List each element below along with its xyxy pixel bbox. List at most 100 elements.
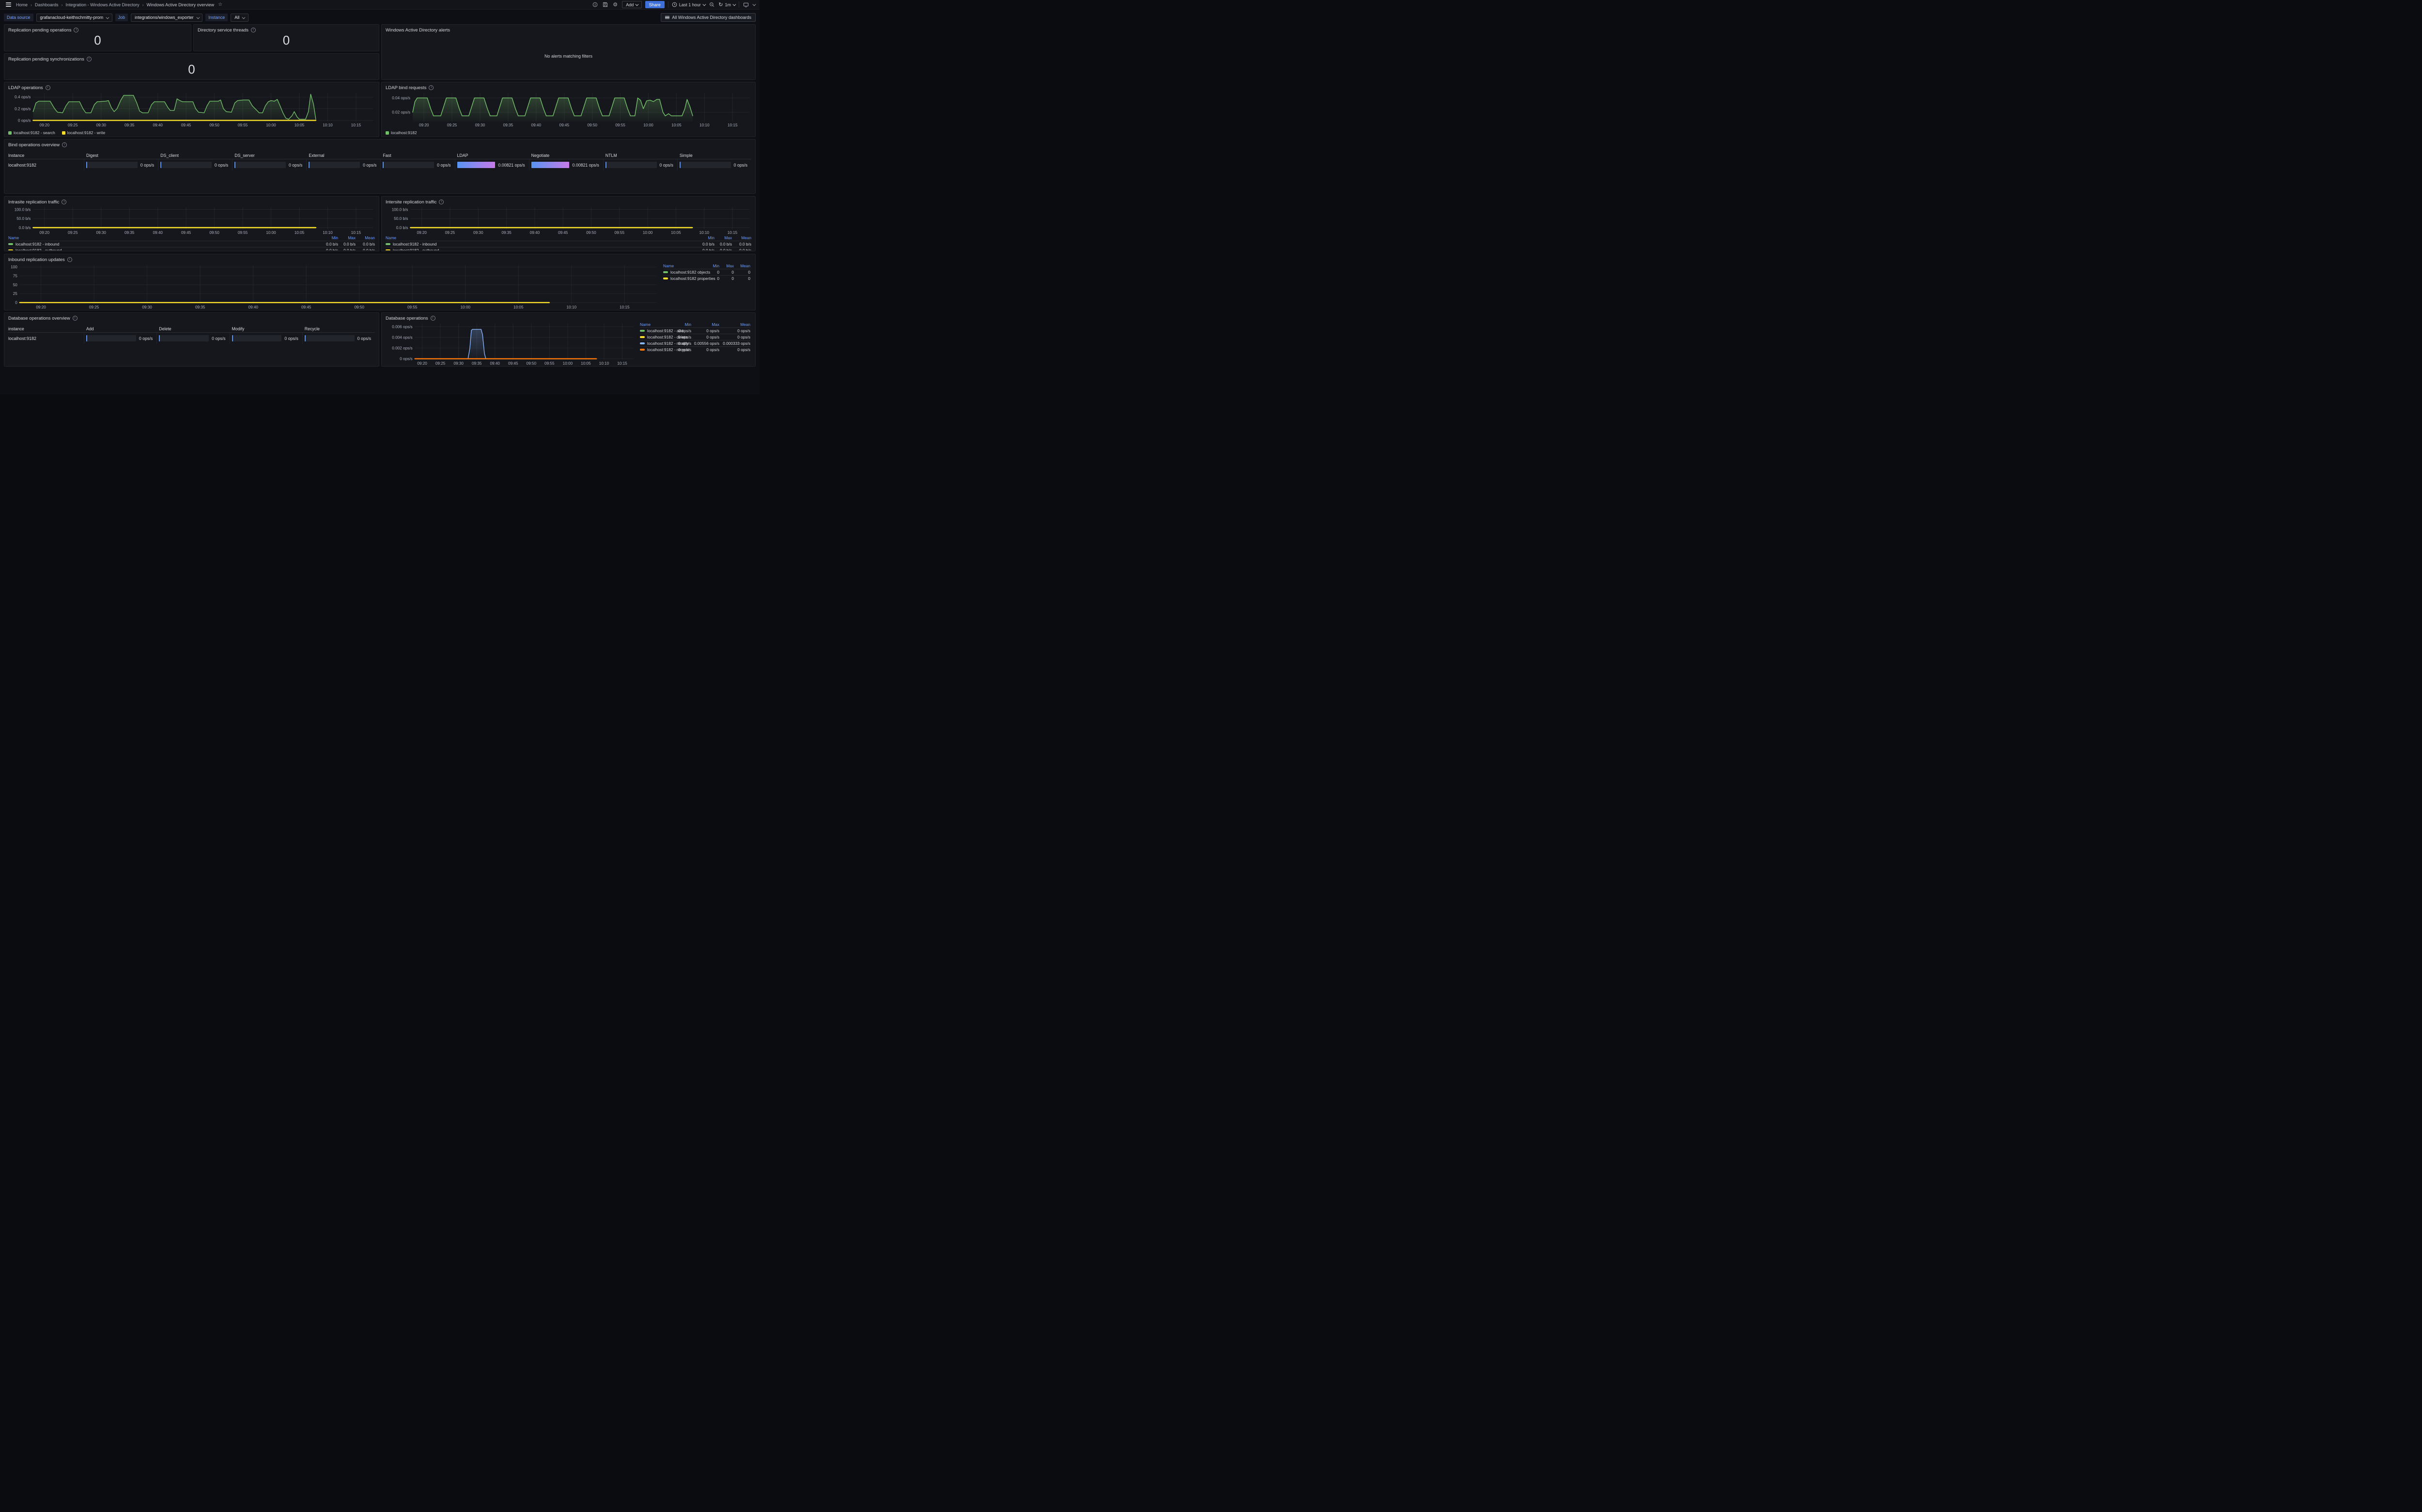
legend-col-max[interactable]: Max xyxy=(726,263,734,268)
breadcrumb-home[interactable]: Home xyxy=(16,2,28,7)
legend-col-mean[interactable]: Mean xyxy=(365,235,375,240)
legend-col-max[interactable]: Max xyxy=(348,235,356,240)
ldap-operations-chart[interactable]: 09:20 09:25 09:30 09:35 09:40 09:45 09:50 09:55… xyxy=(8,90,376,128)
intersite-replication-chart[interactable]: 09:20 09:25 09:30 09:35 09:40 09:45 09:50 09:55… xyxy=(386,204,752,235)
legend-item[interactable]: localhost:9182 xyxy=(386,130,417,135)
legend-table-row[interactable]: localhost:9182 - outbound 0.0 b/s 0.0 b/s 0… xyxy=(386,247,751,250)
column-header[interactable]: LDAP xyxy=(457,153,468,158)
legend-table-row[interactable]: localhost:9182 - add 0 ops/s 0 ops/s 0 ops/… xyxy=(640,327,750,334)
gauge-cell-delete: 0 ops/s xyxy=(156,333,229,344)
job-select[interactable]: integrations/windows_exporter xyxy=(131,13,203,22)
column-header[interactable]: Negotiate xyxy=(531,153,550,158)
legend-col-name[interactable]: Name xyxy=(663,263,674,268)
legend-table-row[interactable]: localhost:9182 objects 0 0 0 xyxy=(663,269,750,275)
svg-text:09:30: 09:30 xyxy=(473,231,483,235)
info-icon[interactable] xyxy=(67,257,72,262)
column-header[interactable]: Delete xyxy=(159,326,171,331)
info-icon[interactable] xyxy=(74,28,79,32)
info-icon[interactable] xyxy=(251,28,256,32)
svg-text:50.0 b/s: 50.0 b/s xyxy=(16,216,31,221)
database-operations-chart[interactable]: 09:20 09:25 09:30 09:35 09:40 09:45 09:50 09:55… xyxy=(386,321,636,366)
ldap-bind-requests-chart[interactable]: 09:20 09:25 09:30 09:35 09:40 09:45 09:50 09:55… xyxy=(386,90,752,128)
panel-title[interactable]: Replication pending operations xyxy=(8,27,72,33)
legend-table-row[interactable]: localhost:9182 properties 0 0 0 xyxy=(663,275,750,281)
legend-table-row[interactable]: localhost:9182 - inbound 0.0 b/s 0.0 b/s 0.… xyxy=(386,241,751,247)
column-header[interactable]: Simple xyxy=(679,153,693,158)
gauge-cell-external: 0 ops/s xyxy=(306,159,380,170)
datasource-select[interactable]: grafanacloud-keithschmitty-prom xyxy=(36,13,112,22)
column-header[interactable]: DS_client xyxy=(160,153,179,158)
legend-col-mean[interactable]: Mean xyxy=(741,235,751,240)
legend-table-row[interactable]: localhost:9182 - recycle 0 ops/s 0 ops/s 0 … xyxy=(640,346,750,353)
legend-table-row[interactable]: localhost:9182 - inbound 0.0 b/s 0.0 b/s 0.… xyxy=(8,241,375,247)
panel-title[interactable]: Database operations xyxy=(386,315,428,321)
info-icon[interactable] xyxy=(45,85,50,90)
legend-col-name[interactable]: Name xyxy=(640,322,651,327)
chevron-down-icon[interactable] xyxy=(752,2,756,6)
legend-col-min[interactable]: Min xyxy=(684,322,691,327)
legend-col-name[interactable]: Name xyxy=(386,235,397,240)
menu-icon[interactable] xyxy=(5,1,12,8)
panel-title[interactable]: LDAP operations xyxy=(8,85,43,91)
breadcrumb-folder[interactable]: Integration - Windows Active Directory xyxy=(65,2,140,7)
column-header[interactable]: instance xyxy=(8,326,24,331)
inbound-replication-updates-chart[interactable]: 09:20 09:25 09:30 09:35 09:40 09:45 09:50 09:55… xyxy=(8,262,659,310)
legend-col-mean[interactable]: Mean xyxy=(740,322,750,327)
legend-col-max[interactable]: Max xyxy=(712,322,719,327)
column-header[interactable]: Digest xyxy=(86,153,98,158)
settings-gear-icon[interactable]: ⚙ xyxy=(613,2,618,8)
panel-title[interactable]: Intrasite replication traffic xyxy=(8,199,60,205)
legend-col-min[interactable]: Min xyxy=(713,263,719,268)
intrasite-replication-chart[interactable]: 09:20 09:25 09:30 09:35 09:40 09:45 09:50 09:55… xyxy=(8,204,376,235)
panel-title[interactable]: Intersite replication traffic xyxy=(386,199,437,205)
panel-title[interactable]: Directory service threads xyxy=(198,27,249,33)
column-header[interactable]: Fast xyxy=(383,153,391,158)
share-button[interactable]: Share xyxy=(645,1,665,8)
svg-text:09:45: 09:45 xyxy=(301,305,311,309)
instance-select[interactable]: All xyxy=(231,13,248,22)
dashboard-info-icon[interactable] xyxy=(591,1,598,8)
info-icon[interactable] xyxy=(439,200,444,204)
column-header[interactable]: Instance xyxy=(8,153,25,158)
panel-title[interactable]: Inbound replication updates xyxy=(8,257,65,262)
info-icon[interactable] xyxy=(429,85,434,90)
column-header[interactable]: NTLM xyxy=(605,153,617,158)
panel-title[interactable]: Database operations overview xyxy=(8,315,70,321)
column-header[interactable]: Recycle xyxy=(304,326,320,331)
info-icon[interactable] xyxy=(62,200,67,204)
add-button[interactable]: Add xyxy=(622,1,642,8)
panel-title[interactable]: Replication pending synchronizations xyxy=(8,56,84,62)
column-header[interactable]: DS_server xyxy=(234,153,255,158)
legend-col-min[interactable]: Min xyxy=(708,235,714,240)
legend-col-mean[interactable]: Mean xyxy=(740,263,750,268)
legend-item[interactable]: localhost:9182 - search xyxy=(8,130,55,135)
breadcrumb-dashboards[interactable]: Dashboards xyxy=(35,2,59,7)
refresh-picker[interactable]: ↻ 1m xyxy=(718,1,736,8)
favorite-star-icon[interactable]: ☆ xyxy=(218,1,223,7)
kiosk-monitor-icon[interactable] xyxy=(743,1,749,8)
legend-col-max[interactable]: Max xyxy=(724,235,732,240)
legend-col-name[interactable]: Name xyxy=(8,235,19,240)
legend-item[interactable]: localhost:9182 - write xyxy=(62,130,105,135)
column-header[interactable]: Modify xyxy=(232,326,245,331)
info-icon[interactable] xyxy=(62,142,67,147)
save-dashboard-icon[interactable] xyxy=(602,1,608,8)
panel-title[interactable]: LDAP bind requests xyxy=(386,85,427,91)
info-icon[interactable] xyxy=(72,316,78,321)
legend-col-min[interactable]: Min xyxy=(331,235,338,240)
legend-table-row[interactable]: localhost:9182 - modify 0 ops/s 0.00556 op… xyxy=(640,340,750,346)
info-icon[interactable] xyxy=(86,57,92,62)
share-button-label: Share xyxy=(649,2,661,7)
column-header[interactable]: External xyxy=(309,153,325,158)
legend-swatch xyxy=(8,131,12,135)
svg-text:09:50: 09:50 xyxy=(587,123,597,127)
time-range-picker[interactable]: Last 1 hour xyxy=(672,2,706,7)
all-dashboards-button[interactable]: All Windows Active Directory dashboards xyxy=(661,13,756,22)
panel-title[interactable]: Bind operations overview xyxy=(8,142,60,148)
info-icon[interactable] xyxy=(430,316,435,321)
column-header[interactable]: Add xyxy=(86,326,94,331)
legend-table-row[interactable]: localhost:9182 - outbound 0.0 b/s 0.0 b/s 0… xyxy=(8,247,375,250)
zoom-out-icon[interactable] xyxy=(708,1,715,8)
panel-title[interactable]: Windows Active Directory alerts xyxy=(386,27,450,33)
legend-table-row[interactable]: localhost:9182 - delete 0 ops/s 0 ops/s 0 o… xyxy=(640,334,750,340)
